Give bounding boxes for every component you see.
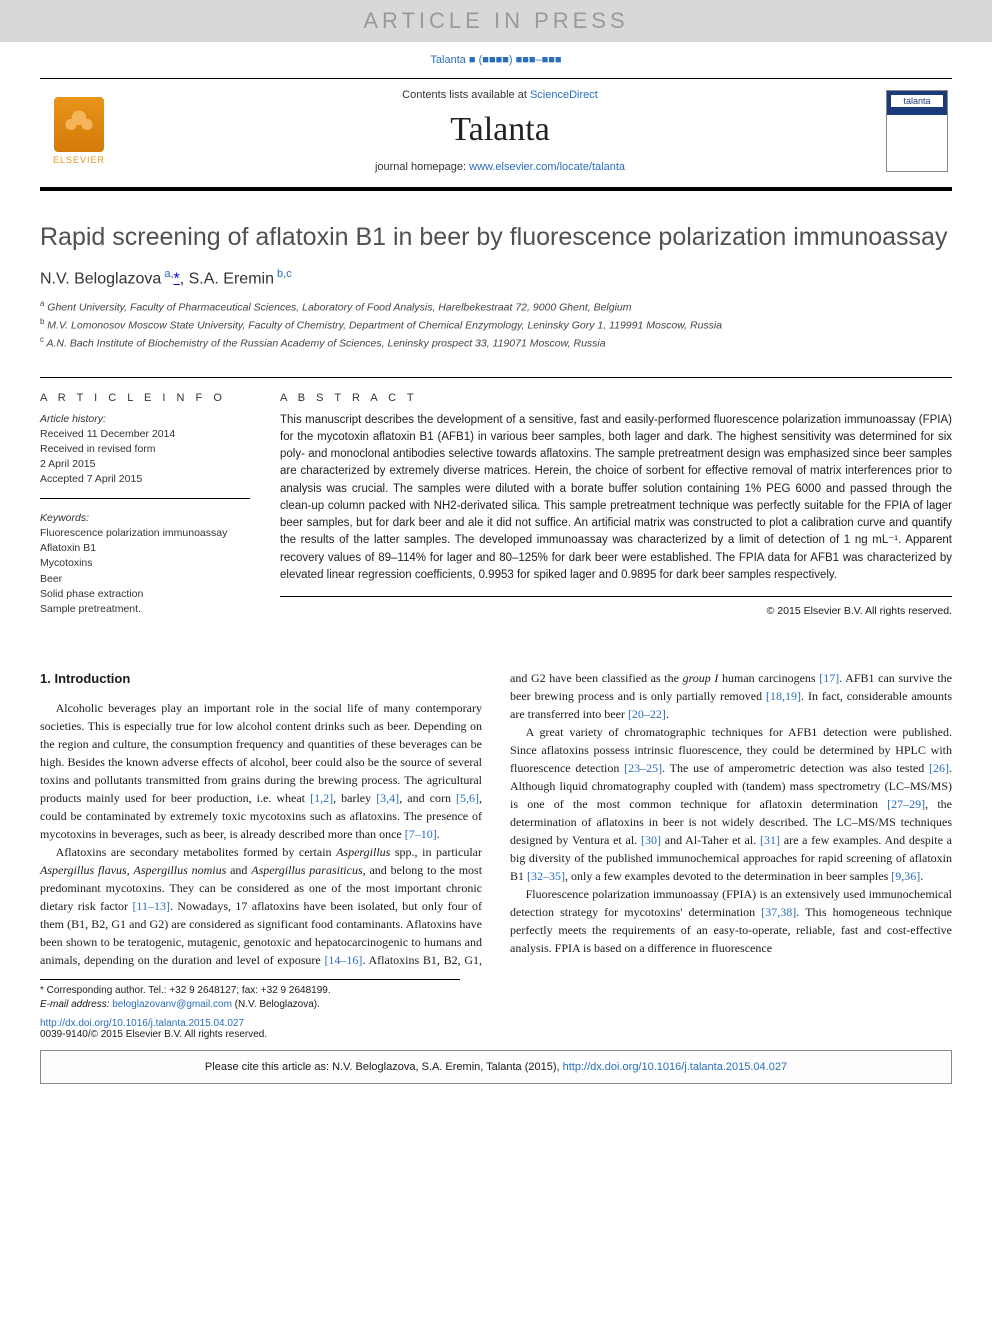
- ref-link[interactable]: [27–29]: [887, 797, 925, 811]
- article-in-press-banner: ARTICLE IN PRESS: [0, 0, 992, 42]
- article-info-heading: A R T I C L E I N F O: [40, 392, 250, 404]
- article-header: Rapid screening of aflatoxin B1 in beer …: [40, 221, 952, 639]
- elsevier-tree-icon: [54, 97, 104, 152]
- history-line: 2 April 2015: [40, 457, 250, 472]
- email-suffix: (N.V. Beloglazova).: [232, 999, 320, 1010]
- ref-link[interactable]: [18,19]: [766, 689, 801, 703]
- affiliations: a Ghent University, Faculty of Pharmaceu…: [40, 298, 952, 353]
- bottom-meta: http://dx.doi.org/10.1016/j.talanta.2015…: [40, 1018, 952, 1040]
- keyword: Fluorescence polarization immunoassay: [40, 526, 250, 541]
- keywords-block: Keywords: Fluorescence polarization immu…: [40, 511, 250, 628]
- article-title: Rapid screening of aflatoxin B1 in beer …: [40, 221, 952, 254]
- history-line: Received in revised form: [40, 442, 250, 457]
- ref-link[interactable]: [31]: [760, 833, 780, 847]
- abstract-heading: A B S T R A C T: [280, 392, 952, 404]
- masthead-center: Contents lists available at ScienceDirec…: [114, 89, 886, 173]
- contents-lists-line: Contents lists available at ScienceDirec…: [114, 89, 886, 101]
- keyword: Aflatoxin B1: [40, 541, 250, 556]
- issn-copyright-line: 0039-9140/© 2015 Elsevier B.V. All right…: [40, 1029, 952, 1040]
- section-heading: 1. Introduction: [40, 669, 482, 689]
- ref-link[interactable]: [30]: [641, 833, 661, 847]
- journal-cover-thumbnail: talanta: [886, 90, 948, 172]
- doi-link[interactable]: http://dx.doi.org/10.1016/j.talanta.2015…: [40, 1018, 244, 1029]
- ref-link[interactable]: [1,2]: [310, 791, 333, 805]
- ref-link[interactable]: [26]: [929, 761, 949, 775]
- article-body-columns: 1. Introduction Alcoholic beverages play…: [40, 669, 952, 969]
- journal-name: Talanta: [114, 111, 886, 149]
- history-label: Article history:: [40, 412, 250, 427]
- ref-link[interactable]: [11–13]: [132, 899, 170, 913]
- affil-sup: a,: [161, 268, 173, 280]
- body-paragraph: Alcoholic beverages play an important ro…: [40, 699, 482, 843]
- affiliation-line: b M.V. Lomonosov Moscow State University…: [40, 316, 952, 334]
- ref-link[interactable]: [5,6]: [456, 791, 479, 805]
- keyword: Mycotoxins: [40, 556, 250, 571]
- email-label: E-mail address:: [40, 999, 112, 1010]
- please-cite-box: Please cite this article as: N.V. Belogl…: [40, 1050, 952, 1084]
- history-line: Accepted 7 April 2015: [40, 472, 250, 487]
- cite-prefix: Please cite this article as: N.V. Belogl…: [205, 1061, 563, 1073]
- keywords-label: Keywords:: [40, 511, 250, 526]
- cover-brand-label: talanta: [891, 95, 943, 107]
- ref-link[interactable]: [17]: [819, 671, 839, 685]
- ref-link[interactable]: [23–25]: [624, 761, 662, 775]
- keyword: Sample pretreatment.: [40, 602, 250, 617]
- elsevier-logo: ELSEVIER: [44, 91, 114, 171]
- author-list: N.V. Beloglazova a,*, S.A. Eremin b,c: [40, 268, 952, 288]
- info-abstract-row: A R T I C L E I N F O Article history: R…: [40, 377, 952, 640]
- corresponding-author-footnote: * Corresponding author. Tel.: +32 9 2648…: [40, 979, 460, 1012]
- homepage-prefix: journal homepage:: [375, 161, 469, 173]
- ref-link[interactable]: [3,4]: [376, 791, 399, 805]
- affiliation-text: A.N. Bach Institute of Biochemistry of t…: [46, 338, 605, 350]
- journal-masthead: ELSEVIER Contents lists available at Sci…: [40, 78, 952, 191]
- body-paragraph: Fluorescence polarization immunoassay (F…: [510, 885, 952, 957]
- email-line: E-mail address: beloglazovanv@gmail.com …: [40, 998, 460, 1012]
- affiliation-line: c A.N. Bach Institute of Biochemistry of…: [40, 334, 952, 352]
- affiliation-text: M.V. Lomonosov Moscow State University, …: [47, 320, 722, 332]
- abstract-column: A B S T R A C T This manuscript describe…: [280, 377, 952, 640]
- keyword: Solid phase extraction: [40, 587, 250, 602]
- affil-sup: b,c: [274, 268, 292, 280]
- keyword: Beer: [40, 572, 250, 587]
- ref-link[interactable]: [14–16]: [324, 953, 362, 967]
- article-history-block: Article history: Received 11 December 20…: [40, 412, 250, 499]
- abstract-copyright: © 2015 Elsevier B.V. All rights reserved…: [280, 605, 952, 617]
- ref-link[interactable]: [20–22]: [628, 707, 666, 721]
- contents-prefix: Contents lists available at: [402, 89, 530, 101]
- email-link[interactable]: beloglazovanv@gmail.com: [112, 999, 232, 1010]
- top-citation-line: Talanta ■ (■■■■) ■■■–■■■: [0, 42, 992, 78]
- affiliation-text: Ghent University, Faculty of Pharmaceuti…: [47, 301, 631, 313]
- ref-link[interactable]: [32–35]: [527, 869, 565, 883]
- history-line: Received 11 December 2014: [40, 427, 250, 442]
- article-info-column: A R T I C L E I N F O Article history: R…: [40, 377, 250, 640]
- corr-author-line: * Corresponding author. Tel.: +32 9 2648…: [40, 984, 460, 998]
- journal-homepage-line: journal homepage: www.elsevier.com/locat…: [114, 161, 886, 173]
- ref-link[interactable]: [9,36]: [891, 869, 920, 883]
- journal-homepage-link[interactable]: www.elsevier.com/locate/talanta: [469, 161, 625, 173]
- ref-link[interactable]: [37,38]: [761, 905, 796, 919]
- ref-link[interactable]: [7–10]: [405, 827, 437, 841]
- abstract-text: This manuscript describes the developmen…: [280, 412, 952, 598]
- elsevier-label: ELSEVIER: [53, 155, 105, 165]
- body-paragraph: A great variety of chromatographic techn…: [510, 723, 952, 885]
- affiliation-line: a Ghent University, Faculty of Pharmaceu…: [40, 298, 952, 316]
- corresponding-marker[interactable]: *: [174, 270, 180, 287]
- cite-doi-link[interactable]: http://dx.doi.org/10.1016/j.talanta.2015…: [563, 1061, 787, 1073]
- sciencedirect-link[interactable]: ScienceDirect: [530, 89, 598, 101]
